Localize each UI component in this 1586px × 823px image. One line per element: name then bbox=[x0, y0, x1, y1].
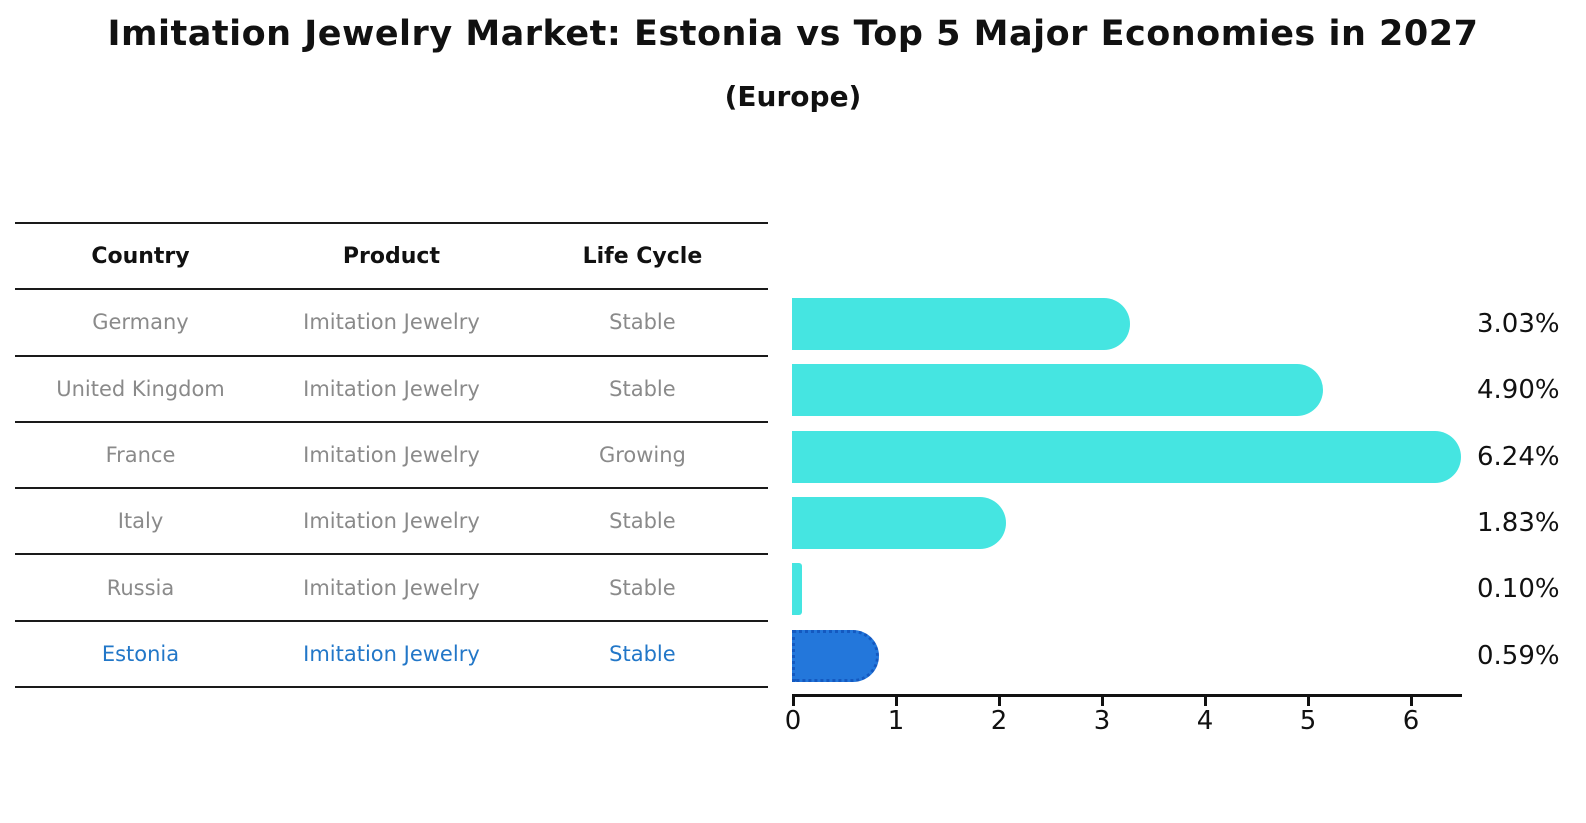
chart-subtitle: (Europe) bbox=[724, 80, 862, 113]
life-cycle-cell: Stable bbox=[609, 575, 676, 600]
bar-france bbox=[792, 430, 1461, 483]
bar-germany bbox=[792, 298, 1131, 350]
value-label-estonia: 0.59% bbox=[1477, 640, 1560, 671]
country-cell: Russia bbox=[106, 575, 175, 600]
bar-italy bbox=[792, 496, 1007, 549]
bar-united-kingdom bbox=[792, 364, 1323, 417]
value-label-russia: 0.10% bbox=[1477, 574, 1560, 605]
column-header-country: Country bbox=[91, 243, 190, 269]
bar-estonia bbox=[792, 629, 879, 682]
country-cell: Estonia bbox=[101, 641, 180, 666]
table-row-estonia: Estonia Imitation Jewelry Stable bbox=[15, 622, 768, 689]
x-axis-tick-label: 6 bbox=[1402, 706, 1420, 736]
x-axis-tick-label: 1 bbox=[887, 706, 905, 736]
country-cell: Germany bbox=[92, 310, 189, 335]
x-axis-tick bbox=[1101, 697, 1104, 706]
column-header-product: Product bbox=[342, 243, 440, 269]
product-cell: Imitation Jewelry bbox=[303, 509, 480, 534]
x-axis-tick-label: 3 bbox=[1093, 706, 1111, 736]
table-row-russia: Russia Imitation Jewelry Stable bbox=[15, 555, 768, 622]
x-axis-tick bbox=[895, 697, 898, 706]
bar-russia bbox=[792, 563, 803, 616]
table-row-italy: Italy Imitation Jewelry Stable bbox=[15, 489, 768, 556]
x-axis-tick bbox=[1410, 697, 1413, 706]
life-cycle-cell: Stable bbox=[609, 310, 676, 335]
product-cell: Imitation Jewelry bbox=[303, 641, 480, 666]
life-cycle-cell: Stable bbox=[609, 509, 676, 534]
product-cell: Imitation Jewelry bbox=[303, 575, 480, 600]
product-cell: Imitation Jewelry bbox=[303, 310, 480, 335]
x-axis-tick bbox=[792, 697, 795, 706]
x-axis-line bbox=[792, 694, 1462, 697]
x-axis-tick-label: 4 bbox=[1196, 706, 1214, 736]
country-cell: Italy bbox=[117, 509, 164, 534]
product-cell: Imitation Jewelry bbox=[303, 443, 480, 468]
chart-title: Imitation Jewelry Market: Estonia vs Top… bbox=[107, 14, 1479, 54]
table-row-united-kingdom: United Kingdom Imitation Jewelry Stable bbox=[15, 357, 768, 423]
value-label-france: 6.24% bbox=[1477, 441, 1560, 472]
value-label-germany: 3.03% bbox=[1477, 309, 1560, 339]
value-label-united-kingdom: 4.90% bbox=[1477, 375, 1560, 406]
table-row-france: France Imitation Jewelry Growing bbox=[15, 423, 768, 490]
x-axis-tick-label: 0 bbox=[784, 706, 802, 736]
x-axis-tick-label: 2 bbox=[990, 706, 1008, 736]
value-label-italy: 1.83% bbox=[1477, 507, 1560, 538]
country-cell: United Kingdom bbox=[56, 376, 225, 401]
x-axis-tick bbox=[1307, 697, 1310, 706]
country-cell: France bbox=[105, 443, 176, 468]
life-cycle-cell: Stable bbox=[609, 376, 676, 401]
product-cell: Imitation Jewelry bbox=[303, 376, 480, 401]
life-cycle-cell: Stable bbox=[609, 641, 676, 666]
x-axis-tick bbox=[998, 697, 1001, 706]
column-header-life-cycle: Life Cycle bbox=[582, 243, 703, 269]
life-cycle-cell: Growing bbox=[598, 443, 686, 468]
country-table: Country Product Life Cycle Germany Imitatio… bbox=[15, 222, 768, 689]
x-axis-tick bbox=[1204, 697, 1207, 706]
table-header-row: Country Product Life Cycle bbox=[15, 224, 768, 291]
x-axis-tick-label: 5 bbox=[1299, 706, 1317, 736]
table-row-germany: Germany Imitation Jewelry Stable bbox=[15, 290, 768, 357]
